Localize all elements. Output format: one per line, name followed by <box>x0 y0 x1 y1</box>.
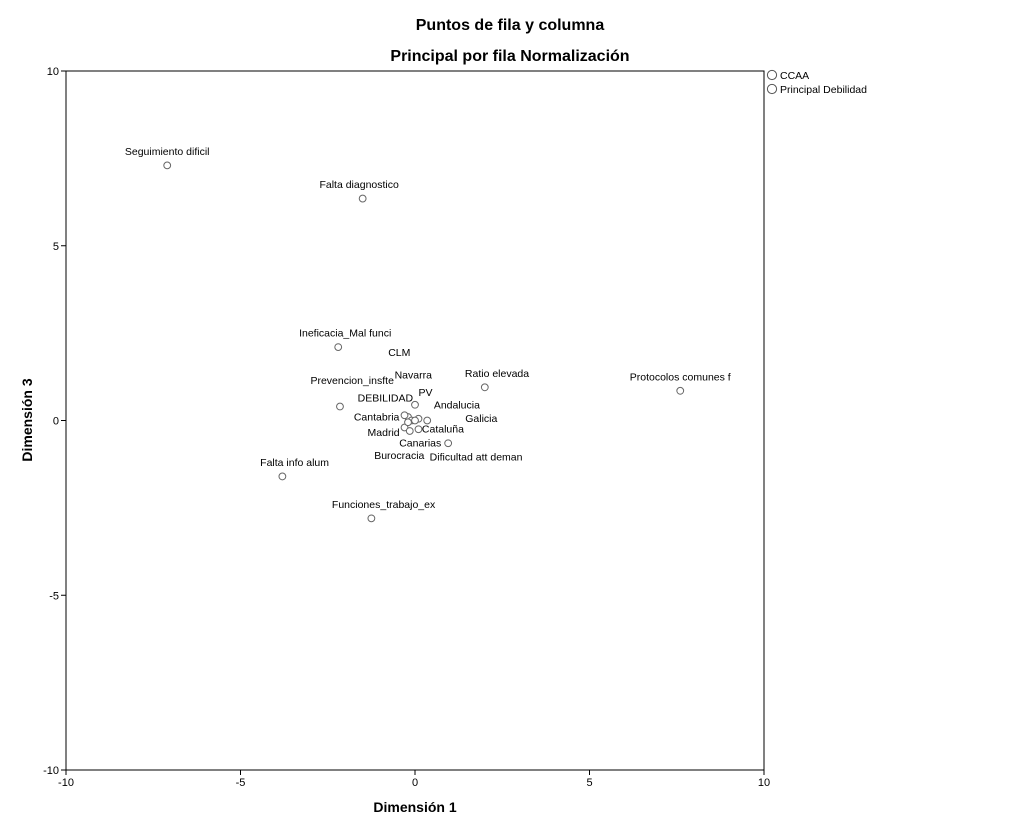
data-point <box>358 194 367 203</box>
y-tick-label: 5 <box>53 241 59 253</box>
y-tick-label: -5 <box>49 590 59 602</box>
point-label: PV <box>418 387 432 399</box>
x-tick-label: -10 <box>58 777 74 789</box>
data-point <box>278 472 287 481</box>
point-label: Funciones_trabajo_ex <box>332 499 436 511</box>
point-label: Falta diagnostico <box>319 179 399 191</box>
y-axis-label: Dimensión 3 <box>19 378 35 461</box>
x-axis-label: Dimensión 1 <box>373 799 456 815</box>
data-point <box>334 343 343 352</box>
x-tick-label: 10 <box>758 777 770 789</box>
legend-marker-ccaa <box>766 69 778 81</box>
chart-title: Puntos de fila y columna <box>416 17 605 34</box>
point-label: Ineficacia_Mal funci <box>299 328 391 340</box>
data-point <box>405 427 414 435</box>
x-tick-label: 5 <box>586 777 592 789</box>
y-tick-label: 10 <box>47 66 59 78</box>
point-label: DEBILIDAD <box>358 392 414 404</box>
data-point <box>676 386 685 395</box>
point-label: CLM <box>388 347 410 359</box>
y-tick-label: 0 <box>53 416 59 428</box>
legend-label-ccaa: CCAA <box>780 70 809 82</box>
data-point <box>367 514 376 523</box>
data-point <box>400 423 409 432</box>
data-point <box>411 416 419 425</box>
point-labels: Seguimiento dificil Falta diagnostico Inef… <box>125 146 731 511</box>
y-tick-label: -10 <box>43 765 59 777</box>
data-point <box>423 416 432 425</box>
point-label: Prevencion_insfte <box>310 375 394 387</box>
data-point <box>163 161 172 170</box>
point-label: Dificultad att deman <box>430 452 523 464</box>
data-point <box>336 402 344 411</box>
data-point <box>400 411 409 420</box>
point-label: Galicia <box>465 413 497 425</box>
x-tick-label: 0 <box>412 777 418 789</box>
point-label: Cantabria <box>354 412 400 424</box>
data-point <box>480 383 489 392</box>
point-label: Madrid <box>368 427 400 439</box>
point-label: Protocolos comunes f <box>630 371 731 383</box>
legend: CCAA Principal Debilidad <box>766 69 867 96</box>
point-label: Burocracia <box>374 450 424 462</box>
data-points <box>163 161 685 523</box>
legend-label-principal-debilidad: Principal Debilidad <box>780 84 867 96</box>
point-label: Falta info alum <box>260 457 329 469</box>
point-label: Navarra <box>395 370 433 382</box>
data-point <box>444 439 453 448</box>
x-tick-label: -5 <box>236 777 246 789</box>
chart-subtitle: Principal por fila Normalización <box>390 48 629 65</box>
data-point <box>411 400 419 409</box>
legend-marker-principal-debilidad <box>766 83 778 95</box>
data-point <box>404 418 412 427</box>
axis-ticks: -10 -5 0 5 10 10 5 0 -5 -10 <box>43 66 770 789</box>
point-label: Cataluña <box>422 424 464 436</box>
data-point <box>414 425 423 434</box>
point-label: Ratio elevada <box>465 368 529 380</box>
point-label: Canarias <box>399 438 441 450</box>
point-label: Seguimiento dificil <box>125 146 210 158</box>
point-label: Andalucia <box>434 399 480 411</box>
